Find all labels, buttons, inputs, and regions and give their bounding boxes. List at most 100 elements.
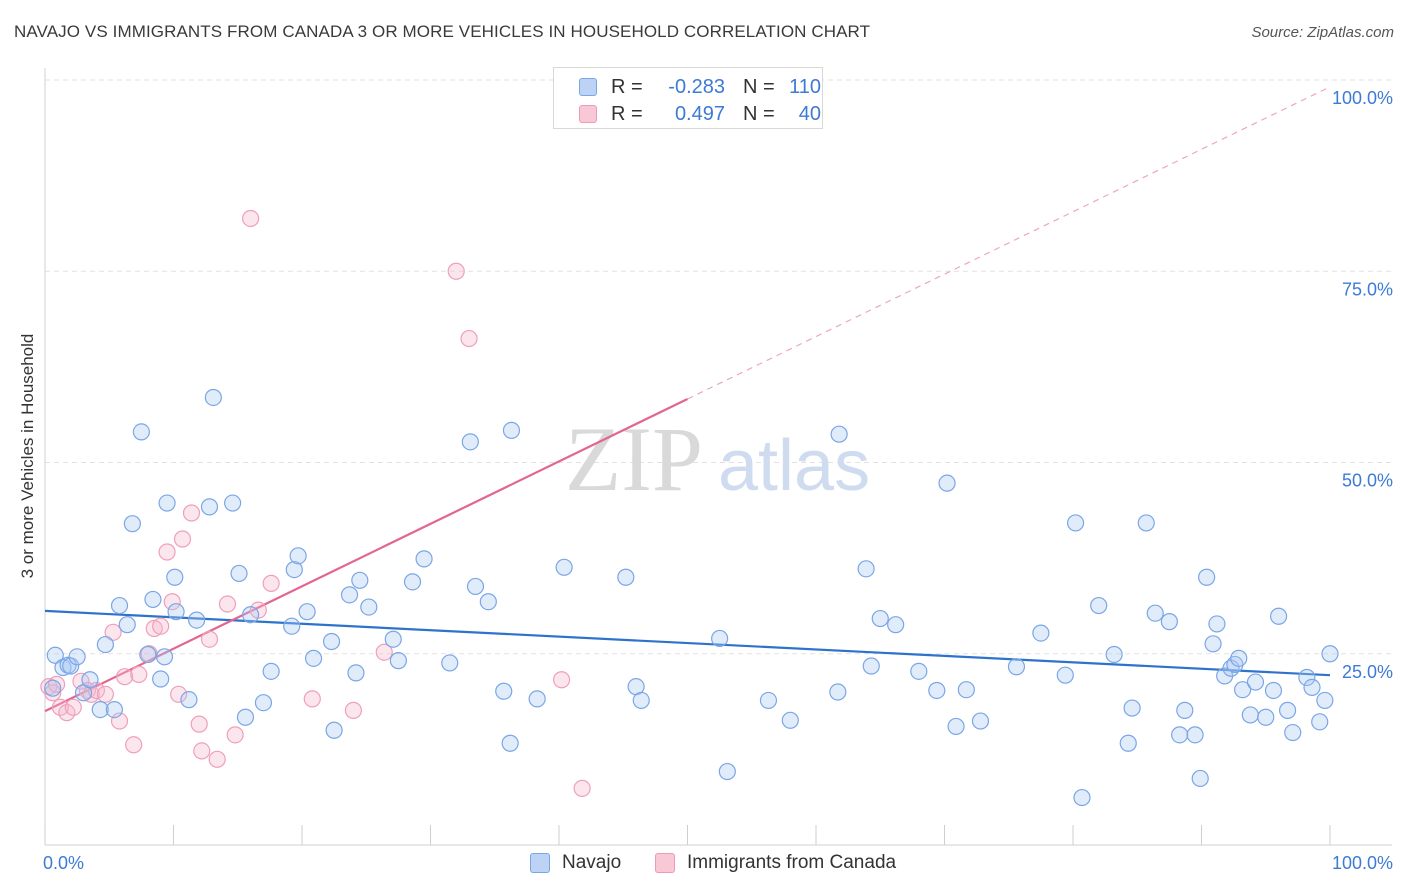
canada-point [375, 643, 393, 661]
y-tick-label: 25.0% [1342, 662, 1393, 682]
navajo-point [132, 423, 150, 441]
navajo-point [1316, 691, 1334, 710]
navajo-point [502, 421, 521, 439]
y-tick-label: 100.0% [1332, 88, 1393, 108]
navajo-point [1278, 701, 1297, 719]
navajo-point [862, 657, 880, 675]
canada-point [447, 262, 465, 280]
bottom-legend-navajo: Navajo [530, 852, 621, 874]
legend-row-navajo: R = -0.283 N = 110 [579, 75, 821, 99]
canada-point [226, 726, 244, 744]
navajo-point [254, 694, 273, 712]
navajo-point [528, 690, 546, 708]
navajo-swatch [530, 853, 550, 873]
canada-point [460, 329, 478, 348]
navajo-point [501, 734, 519, 752]
navajo-point [617, 568, 635, 586]
bottom-legend-canada: Immigrants from Canada [655, 852, 896, 874]
canada-point [552, 671, 571, 689]
navajo-point [236, 708, 255, 726]
navajo-point [188, 611, 206, 629]
canada-swatch [579, 105, 597, 123]
navajo-point [152, 670, 170, 688]
navajo-point [1311, 713, 1329, 731]
navajo-point [857, 560, 875, 578]
navajo-point [322, 632, 341, 651]
chart-title: NAVAJO VS IMMIGRANTS FROM CANADA 3 OR MO… [14, 22, 871, 41]
navajo-point [1171, 726, 1189, 744]
navajo-swatch [579, 78, 597, 96]
navajo-point [711, 629, 729, 648]
canada-point [193, 742, 211, 760]
canada-point [218, 595, 237, 613]
navajo-point [1146, 604, 1164, 622]
trend-lines [44, 86, 1331, 713]
navajo-point [1073, 788, 1091, 807]
navajo-point [1105, 645, 1123, 664]
navajo-point [781, 711, 799, 729]
navajo-point [325, 721, 343, 739]
legend-r-value: 0.497 [674, 102, 725, 125]
chart-source: Source: ZipAtlas.com [1251, 24, 1394, 41]
navajo-point [1208, 615, 1226, 633]
navajo-point [495, 682, 513, 700]
navajo-point [1032, 624, 1050, 642]
navajo-point [224, 494, 242, 512]
navajo-point [871, 609, 889, 628]
canada-point [208, 750, 226, 768]
navajo-point [144, 590, 162, 609]
canada-point [170, 685, 188, 703]
navajo-point [415, 550, 433, 568]
canada-point [87, 681, 106, 700]
navajo-point [44, 679, 62, 697]
navajo-point [441, 654, 459, 672]
canada-point [173, 530, 192, 548]
navajo-point [1234, 681, 1252, 699]
navajo-point [466, 577, 485, 596]
navajo-point [1321, 645, 1339, 663]
canada-swatch [655, 853, 675, 873]
axes [44, 68, 1392, 846]
gridlines [45, 79, 1392, 655]
canada-point [190, 715, 208, 733]
navajo-point [105, 700, 123, 719]
navajo-point [123, 515, 141, 533]
navajo-point [1160, 613, 1178, 631]
navajo-point [1230, 649, 1248, 667]
canada-point [125, 736, 143, 754]
navajo-point [1123, 699, 1141, 717]
navajo-point [928, 681, 946, 700]
navajo-point [1241, 706, 1259, 724]
navajo-point [1303, 678, 1321, 697]
navajo-point [68, 648, 86, 666]
canada-point [344, 701, 362, 719]
navajo-point [1007, 658, 1026, 676]
navajo-point [204, 388, 222, 407]
navajo-point [938, 474, 956, 492]
navajo-point [718, 762, 736, 781]
navajo-point [1264, 681, 1283, 700]
navajo-point [389, 652, 407, 670]
canada-point [116, 668, 134, 686]
navajo-point [96, 635, 114, 654]
navajo-point [1257, 708, 1275, 726]
navajo-point [155, 648, 174, 666]
navajo-point [347, 664, 365, 682]
navajo-point [829, 683, 847, 701]
navajo-point [759, 691, 778, 710]
navajo-point [81, 671, 99, 689]
navajo-point [262, 662, 280, 680]
navajo-point [1191, 769, 1209, 788]
canada-point [96, 685, 114, 703]
canada-point [64, 698, 82, 716]
canada-point [158, 543, 176, 561]
navajo-point [351, 571, 369, 589]
navajo-point [304, 649, 323, 667]
watermark: ZIP atlas [565, 408, 870, 510]
navajo-point [887, 616, 905, 634]
navajo-point [479, 593, 497, 611]
legend-r-value: -0.283 [668, 75, 725, 98]
navajo-point [1056, 666, 1074, 684]
navajo-point [167, 603, 185, 621]
